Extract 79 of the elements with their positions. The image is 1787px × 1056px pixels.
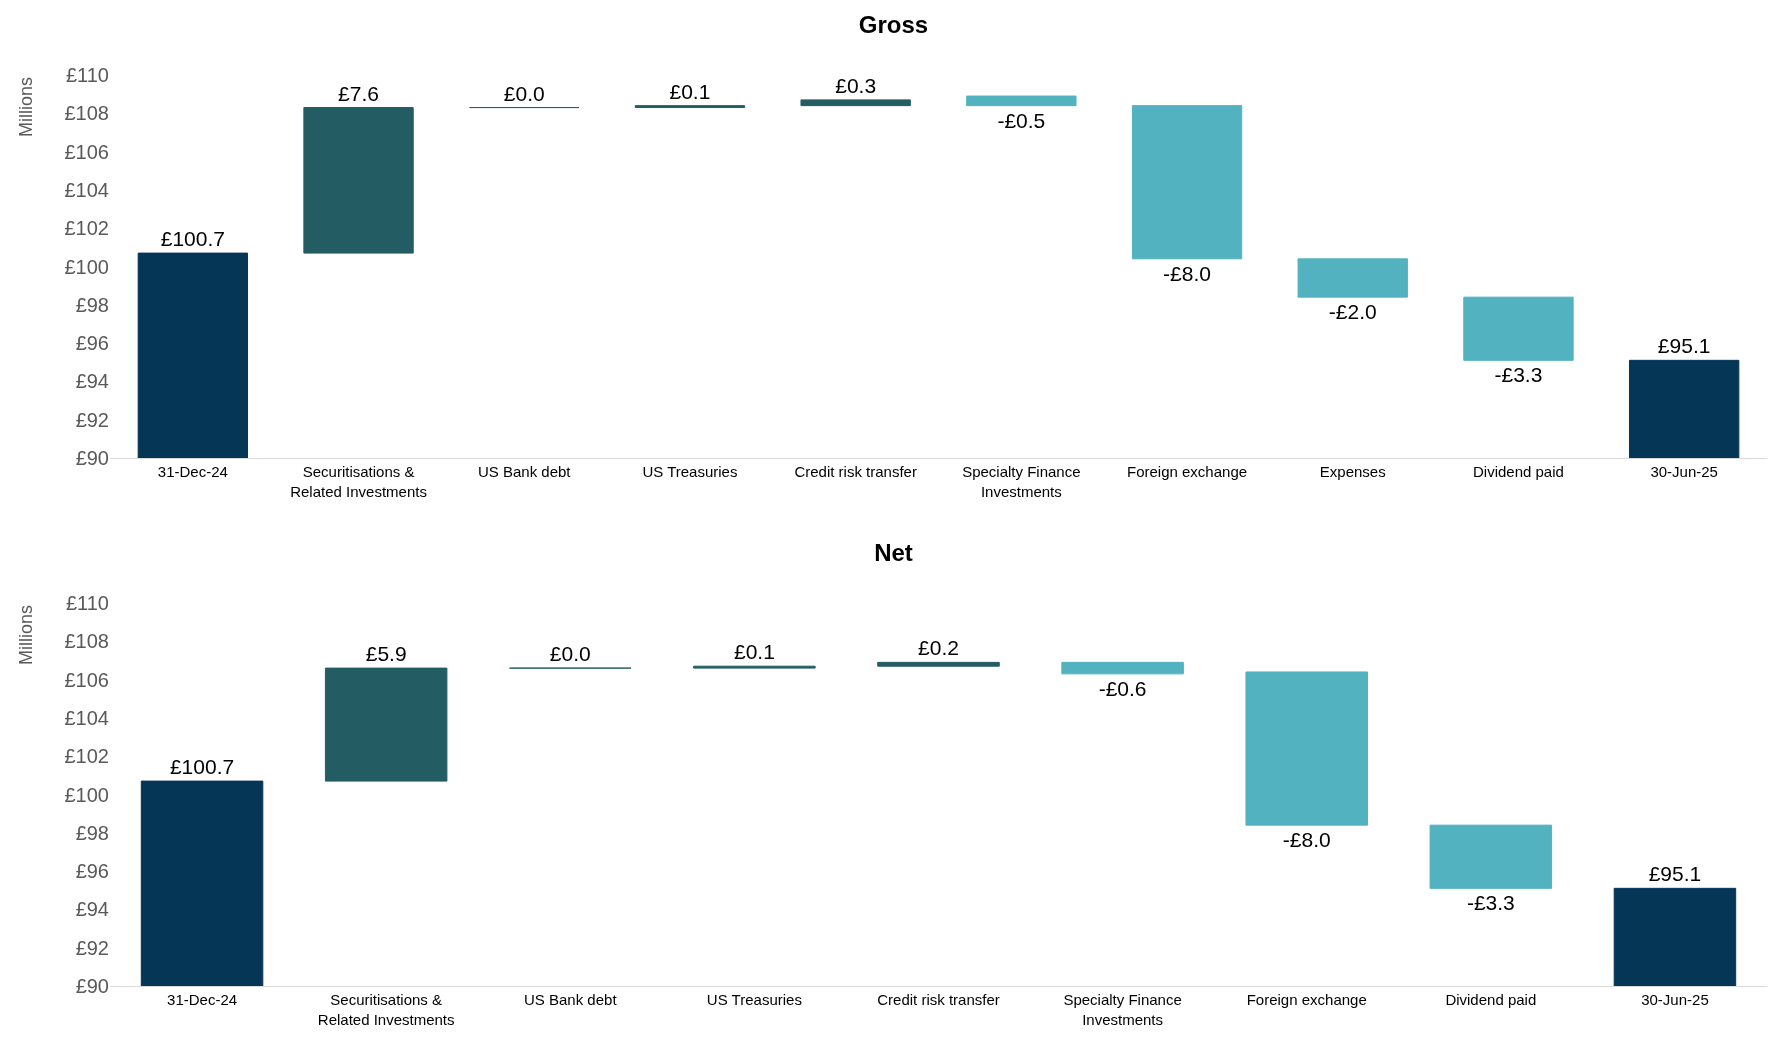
x-tick-label: 31-Dec-24 [167,991,238,1008]
x-tick-label: Foreign exchange [1246,991,1367,1008]
x-tick-label: 30-Jun-25 [1641,991,1709,1008]
y-tick-label: £104 [64,706,109,729]
x-tick-label: Credit risk transfer [877,991,1000,1008]
y-tick-label: £110 [65,592,109,614]
y-tick-label: £102 [64,745,109,768]
data-label: -£2.0 [1328,300,1377,324]
x-tick-label: Specialty Finance Investments [1063,991,1182,1028]
y-tick-label: £100 [64,255,109,278]
x-tick-label: US Treasuries [642,463,738,480]
x-tick-label: 31-Dec-24 [157,463,228,480]
x-tick-label: Dividend paid [1445,991,1537,1008]
data-label: £95.1 [1657,334,1711,358]
data-label: £0.0 [503,81,545,105]
bar [1245,671,1368,826]
y-tick-label: £98 [75,293,109,316]
y-axis-title: Millions [16,76,36,137]
data-label: £100.7 [160,227,225,251]
y-tick-label: £94 [75,898,109,921]
y-tick-label: £106 [64,140,109,163]
y-tick-label: £96 [75,332,109,355]
data-label: £5.9 [365,642,407,666]
x-tick-label: US Treasuries [706,991,802,1008]
bar [1463,296,1574,361]
chart-title: Gross [858,10,929,38]
data-label: -£3.3 [1466,891,1515,915]
bar [140,780,264,986]
data-label: £0.1 [669,79,711,103]
bar [1429,824,1553,889]
data-label: -£8.0 [1282,828,1331,852]
bar [137,252,249,458]
y-tick-label: £104 [64,178,109,201]
data-label: -£3.3 [1494,363,1543,387]
x-tick-label: US Bank debt [477,463,572,480]
y-tick-label: £92 [75,408,109,431]
y-tick-label: £98 [75,821,109,844]
x-tick-label: Securitisations & Related Investments [317,991,455,1028]
data-label: -£0.5 [997,108,1046,132]
data-label: £100.7 [169,755,235,779]
bar [1628,359,1740,458]
data-label: £0.0 [549,642,591,666]
bar [966,95,1077,107]
y-tick-label: £108 [64,102,109,125]
data-label: £95.1 [1648,862,1702,886]
bar [324,667,448,782]
x-tick-label: Expenses [1319,463,1386,480]
chart-title: Net [874,538,913,566]
data-label: £7.6 [338,81,379,105]
y-tick-label: £90 [75,975,109,997]
bar [1297,258,1408,298]
data-label: £0.1 [733,640,775,664]
y-tick-label: £110 [65,64,109,86]
y-tick-label: £92 [75,936,109,959]
data-label: £0.2 [918,636,959,660]
y-axis-title: Millions [16,604,36,665]
y-tick-label: £106 [64,668,109,691]
data-label: -£0.6 [1098,676,1147,700]
bar [877,661,1000,667]
y-tick-label: £96 [75,860,109,883]
bar [1131,105,1243,260]
bar [1613,887,1737,986]
x-tick-label: Dividend paid [1473,463,1564,480]
x-tick-label: 30-Jun-25 [1650,463,1718,480]
y-tick-label: £108 [64,630,109,653]
bar [1061,661,1184,675]
x-tick-label: Securitisations & Related Investments [290,463,427,500]
bar [303,107,414,254]
x-tick-label: Credit risk transfer [794,463,917,480]
bar [800,99,911,107]
y-tick-label: £94 [75,370,109,393]
x-tick-label: Specialty Finance Investments [962,463,1081,500]
data-label: -£8.0 [1163,261,1211,285]
x-tick-label: Foreign exchange [1127,463,1248,480]
y-tick-label: £90 [75,447,109,469]
y-tick-label: £100 [64,783,109,806]
x-tick-label: US Bank debt [524,991,618,1008]
y-tick-label: £102 [64,217,109,240]
data-label: £0.3 [835,73,877,97]
